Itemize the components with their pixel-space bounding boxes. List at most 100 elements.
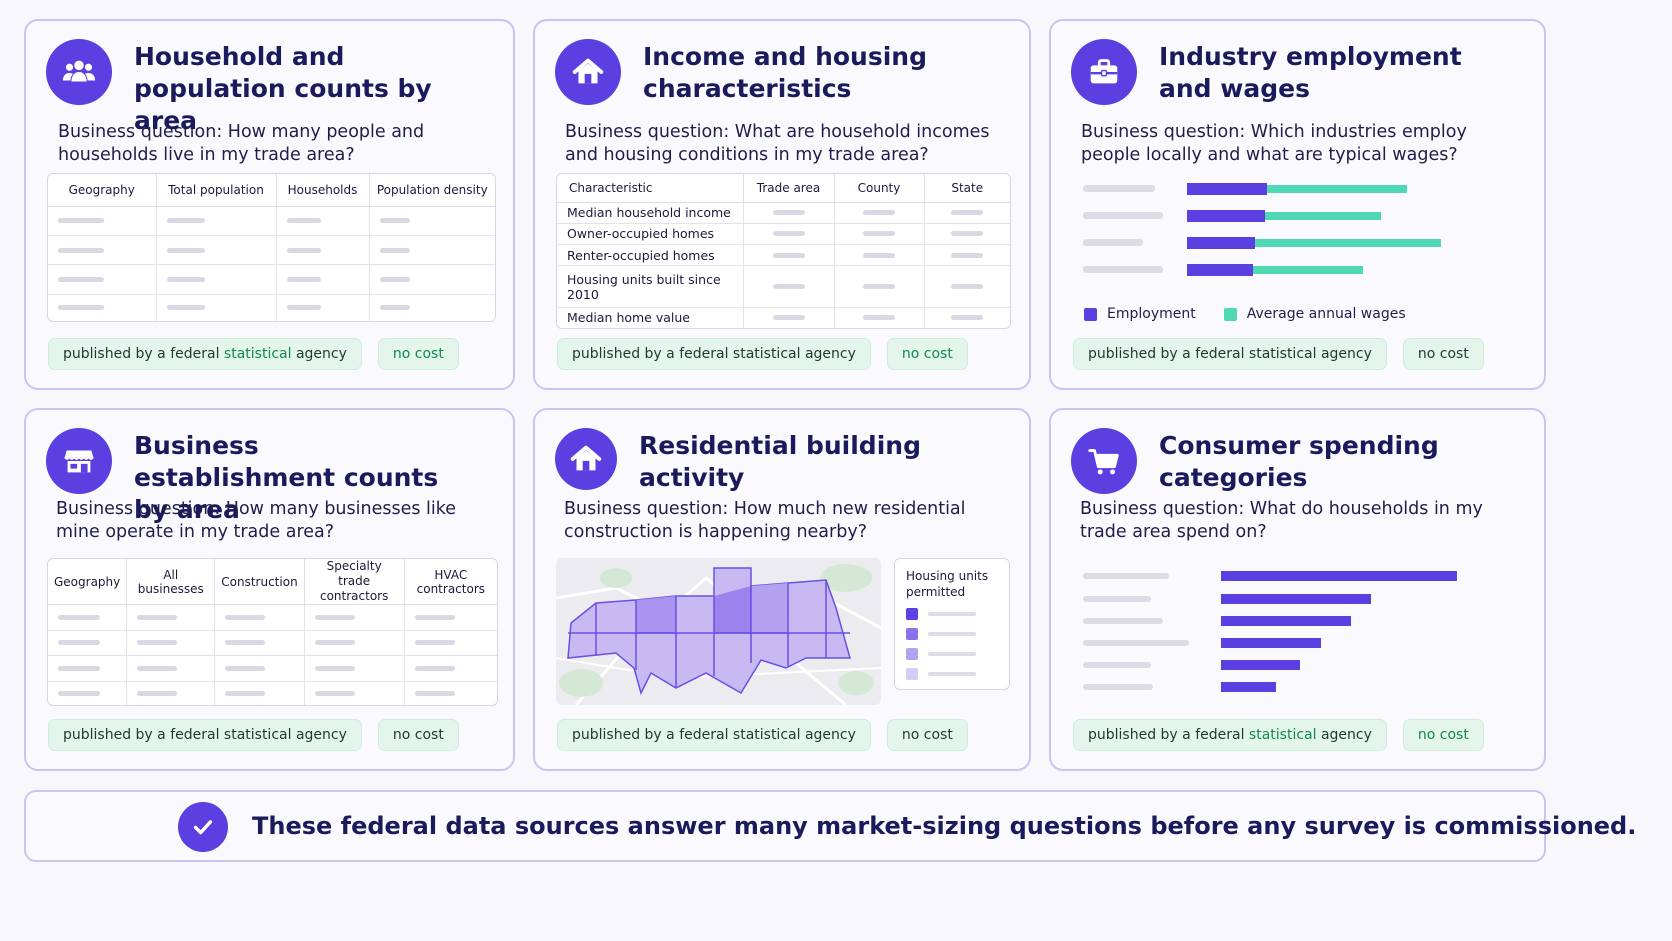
category-label-placeholder — [1083, 596, 1151, 602]
spending-bar — [1221, 594, 1371, 604]
chart-legend: Employment Average annual wages — [1084, 306, 1406, 322]
source-tag: published by a federal statistical agenc… — [557, 338, 871, 370]
row-label: Owner-occupied homes — [557, 223, 744, 246]
column-header: Population density — [369, 174, 495, 207]
source-tag: published by a federal statistical agenc… — [557, 719, 871, 751]
table-row: Median household income — [557, 202, 1010, 224]
card-question: Business question: How much new resident… — [564, 499, 966, 542]
category-label-placeholder — [1083, 266, 1163, 273]
row-label: Renter-occupied homes — [557, 244, 744, 267]
category-label-placeholder — [1083, 662, 1151, 668]
card-industry-employment: Industry employment and wages Business q… — [1049, 19, 1546, 390]
column-header: Geography — [48, 559, 128, 605]
checkmark-icon — [178, 802, 228, 852]
house-icon — [555, 428, 617, 490]
summary-banner: These federal data sources answer many m… — [24, 790, 1636, 862]
wages-bar — [1187, 212, 1381, 220]
cost-tag: no cost — [377, 338, 459, 370]
cost-tag: no cost — [1402, 338, 1484, 370]
table-row — [48, 655, 497, 682]
column-header: Trade area — [743, 174, 835, 203]
wages-bar — [1187, 239, 1441, 247]
building-permits-map — [556, 558, 881, 705]
column-header: County — [834, 174, 925, 203]
column-header: Households — [276, 174, 370, 207]
card-question: Business question: How many people and h… — [58, 122, 425, 165]
legend-swatch — [1084, 307, 1097, 321]
table-row — [48, 681, 497, 705]
card-title: Industry employment and wages — [1159, 42, 1462, 103]
card-title: Income and housing characteristics — [643, 42, 927, 103]
card-title: Business establishment counts by area — [134, 431, 439, 524]
card-question: Business question: Which industries empl… — [1081, 122, 1467, 165]
wages-bar — [1187, 266, 1363, 274]
data-table: Geography Total population Households Po… — [47, 173, 496, 322]
map-legend-title: Housing units permitted — [906, 569, 989, 599]
storefront-icon — [46, 428, 112, 494]
cost-tag: no cost — [886, 719, 968, 751]
spending-bar — [1221, 616, 1351, 626]
employment-bar — [1187, 264, 1253, 276]
employment-bar — [1187, 237, 1255, 249]
column-header: Specialty trade contractors — [304, 559, 405, 605]
table-row — [48, 294, 495, 321]
category-label-placeholder — [1083, 185, 1155, 192]
wages-bar — [1187, 185, 1407, 193]
column-header: State — [924, 174, 1010, 203]
shopping-cart-icon — [1071, 428, 1137, 494]
legend-swatch — [1223, 307, 1237, 321]
category-label-placeholder — [1083, 618, 1163, 624]
table-row — [48, 604, 497, 631]
source-tag: published by a federal statistical agenc… — [1073, 719, 1387, 751]
table-row — [48, 235, 495, 266]
card-title: Consumer spending categories — [1159, 431, 1439, 492]
card-title: Household and population counts by area — [134, 42, 432, 135]
category-label-placeholder — [1083, 212, 1163, 219]
card-title: Residential building activity — [639, 431, 921, 492]
employment-bar — [1187, 210, 1265, 222]
cost-tag: no cost — [886, 338, 968, 370]
source-tag: published by a federal statistical agenc… — [48, 338, 362, 370]
source-tag: published by a federal statistical agenc… — [48, 719, 362, 751]
category-label-placeholder — [1083, 684, 1153, 690]
spending-bar — [1221, 638, 1321, 648]
category-label-placeholder — [1083, 573, 1169, 579]
banner-text: These federal data sources answer many m… — [252, 812, 1637, 840]
data-table: Geography All businesses Construction Sp… — [47, 558, 498, 706]
table-row — [48, 264, 495, 295]
table-row: Median home value — [557, 307, 1010, 328]
category-label-placeholder — [1083, 640, 1189, 646]
row-label: Median home value — [557, 307, 744, 328]
card-question: Business question: What do households in… — [1080, 499, 1483, 542]
map-legend: Housing units permitted — [894, 558, 1010, 690]
table-row — [48, 630, 497, 657]
card-household-population: Household and population counts by area … — [24, 19, 515, 390]
employment-bar — [1187, 183, 1267, 195]
people-group-icon — [46, 39, 112, 105]
map-legend-scale — [906, 608, 976, 680]
row-label: Median household income — [557, 202, 744, 224]
briefcase-icon — [1071, 39, 1137, 105]
card-business-establishments: Business establishment counts by area Bu… — [24, 408, 515, 771]
spending-chart — [1083, 571, 1457, 692]
spending-bar — [1221, 571, 1457, 581]
house-icon — [555, 39, 621, 105]
table-row: Owner-occupied homes — [557, 223, 1010, 246]
legend-label: Average annual wages — [1246, 306, 1406, 322]
card-consumer-spending: Consumer spending categories Business qu… — [1049, 408, 1546, 771]
category-label-placeholder — [1083, 239, 1143, 246]
card-question: Business question: What are household in… — [565, 122, 990, 165]
column-header: All businesses — [126, 559, 216, 605]
card-question: Business question: How many businesses l… — [56, 499, 457, 542]
table-row — [48, 206, 495, 236]
column-header: Total population — [156, 174, 277, 207]
column-header: HVAC contractors — [404, 559, 497, 605]
spending-bar — [1221, 660, 1300, 670]
table-row: Housing units built since 2010 — [557, 265, 1010, 308]
card-income-housing: Income and housing characteristics Busin… — [533, 19, 1031, 390]
card-residential-building: Residential building activity Business q… — [533, 408, 1031, 771]
table-row: Renter-occupied homes — [557, 244, 1010, 267]
column-header: Geography — [48, 174, 157, 207]
cost-tag: no cost — [377, 719, 459, 751]
spending-bar — [1221, 682, 1276, 692]
